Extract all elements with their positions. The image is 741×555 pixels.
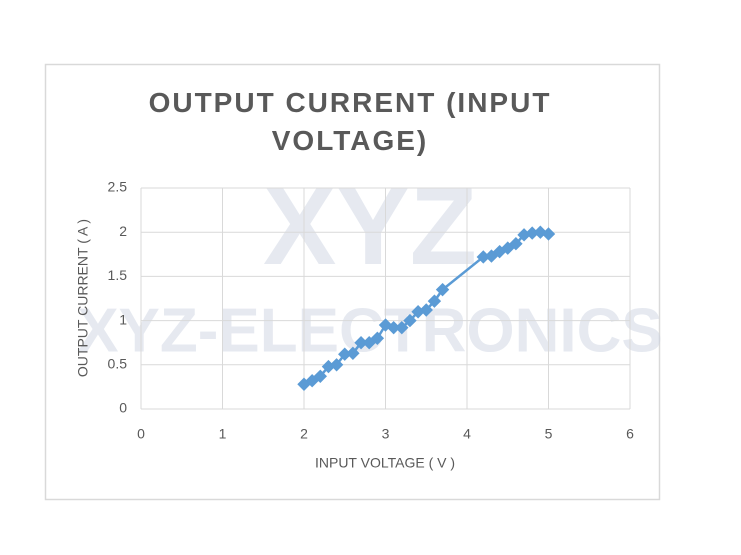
y-axis-title: OUTPUT CURRENT ( A )	[75, 219, 91, 377]
y-tick-label: 2	[119, 223, 127, 239]
y-tick-label: 2.5	[108, 179, 128, 195]
x-tick-label: 3	[382, 426, 390, 442]
x-axis-title: INPUT VOLTAGE ( V )	[315, 455, 455, 471]
x-tick-label: 2	[300, 426, 308, 442]
x-tick-label: 4	[463, 426, 471, 442]
chart-frame	[44, 63, 661, 501]
x-tick-label: 6	[626, 426, 634, 442]
marker	[435, 282, 450, 297]
x-tick-label: 5	[545, 426, 553, 442]
chart-title: OUTPUT CURRENT (INPUT VOLTAGE)	[148, 87, 552, 156]
marker	[509, 236, 523, 251]
marker	[313, 369, 328, 383]
y-tick-label: 0.5	[108, 356, 128, 372]
watermark: XYZ	[263, 165, 477, 288]
x-tick-label: 0	[137, 426, 145, 442]
y-tick-label: 1	[119, 311, 127, 327]
marker	[541, 227, 556, 241]
y-tick-label: 1.5	[108, 267, 128, 283]
y-tick-label: 0	[119, 400, 127, 416]
watermark: XYZ-ELECTRONICS	[77, 296, 663, 365]
x-tick-label: 1	[219, 426, 227, 442]
marker	[427, 294, 442, 308]
marker	[419, 303, 433, 317]
marker	[370, 331, 385, 345]
marker	[403, 313, 417, 328]
marker	[329, 358, 344, 372]
marker	[346, 346, 360, 361]
marker	[395, 320, 409, 335]
